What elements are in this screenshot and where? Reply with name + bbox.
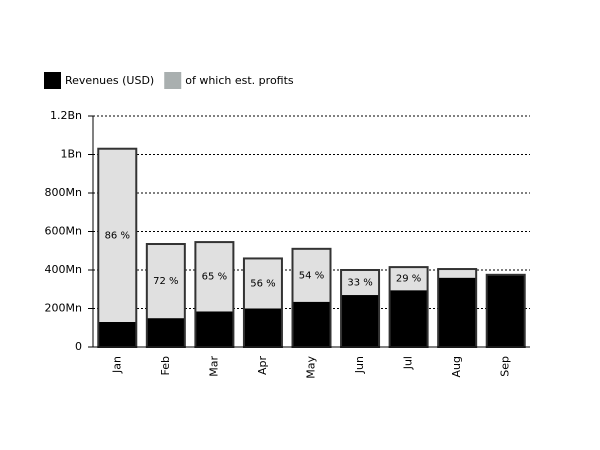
- legend-label: Revenues (USD): [65, 74, 154, 87]
- data-label: 86 %: [105, 230, 130, 241]
- x-tick-label: Sep: [499, 356, 512, 377]
- y-tick-label: 800Mn: [45, 186, 82, 199]
- x-tick-label: Jun: [353, 356, 366, 374]
- bar-segment: [146, 318, 185, 347]
- x-tick-label: Apr: [256, 356, 269, 376]
- data-label: 29 %: [396, 274, 421, 285]
- bar-segment: [389, 290, 428, 347]
- data-label: 56 %: [250, 278, 275, 289]
- bar-segment: [98, 148, 137, 322]
- y-tick-label: 400Mn: [45, 263, 82, 276]
- x-tick-label: Jan: [110, 356, 123, 374]
- data-label: 33 %: [347, 278, 372, 289]
- data-label: 65 %: [202, 272, 227, 283]
- bar-segment: [438, 277, 477, 347]
- bar-segment: [243, 258, 282, 309]
- x-tick-label: Aug: [450, 356, 463, 377]
- bar-segment: [146, 244, 185, 319]
- legend-swatch: [164, 72, 182, 89]
- bar-segment: [438, 269, 477, 278]
- bar-segment: [195, 242, 234, 312]
- y-tick-label: 200Mn: [45, 302, 82, 315]
- bar-segment: [486, 274, 525, 347]
- bar-segment: [292, 301, 331, 347]
- x-tick-label: Jul: [402, 356, 415, 370]
- bar-segment: [341, 270, 380, 296]
- bar-segment: [195, 311, 234, 347]
- y-tick-label: 1Bn: [60, 148, 82, 161]
- x-tick-label: May: [305, 356, 318, 379]
- legend-label: of which est. profits: [185, 74, 294, 87]
- x-tick-label: Mar: [207, 356, 220, 377]
- bar-segment: [389, 267, 428, 291]
- y-tick-label: 600Mn: [45, 225, 82, 238]
- data-label: 72 %: [153, 276, 178, 287]
- bar-segment: [98, 321, 137, 347]
- y-tick-label: 0: [75, 340, 82, 353]
- bar-segment: [243, 308, 282, 347]
- legend-swatch: [44, 72, 61, 89]
- data-label: 54 %: [299, 270, 324, 281]
- y-tick-label: 1.2Bn: [50, 109, 82, 122]
- bar-segment: [341, 295, 380, 347]
- bar-segment: [292, 248, 331, 302]
- x-tick-label: Feb: [159, 356, 172, 375]
